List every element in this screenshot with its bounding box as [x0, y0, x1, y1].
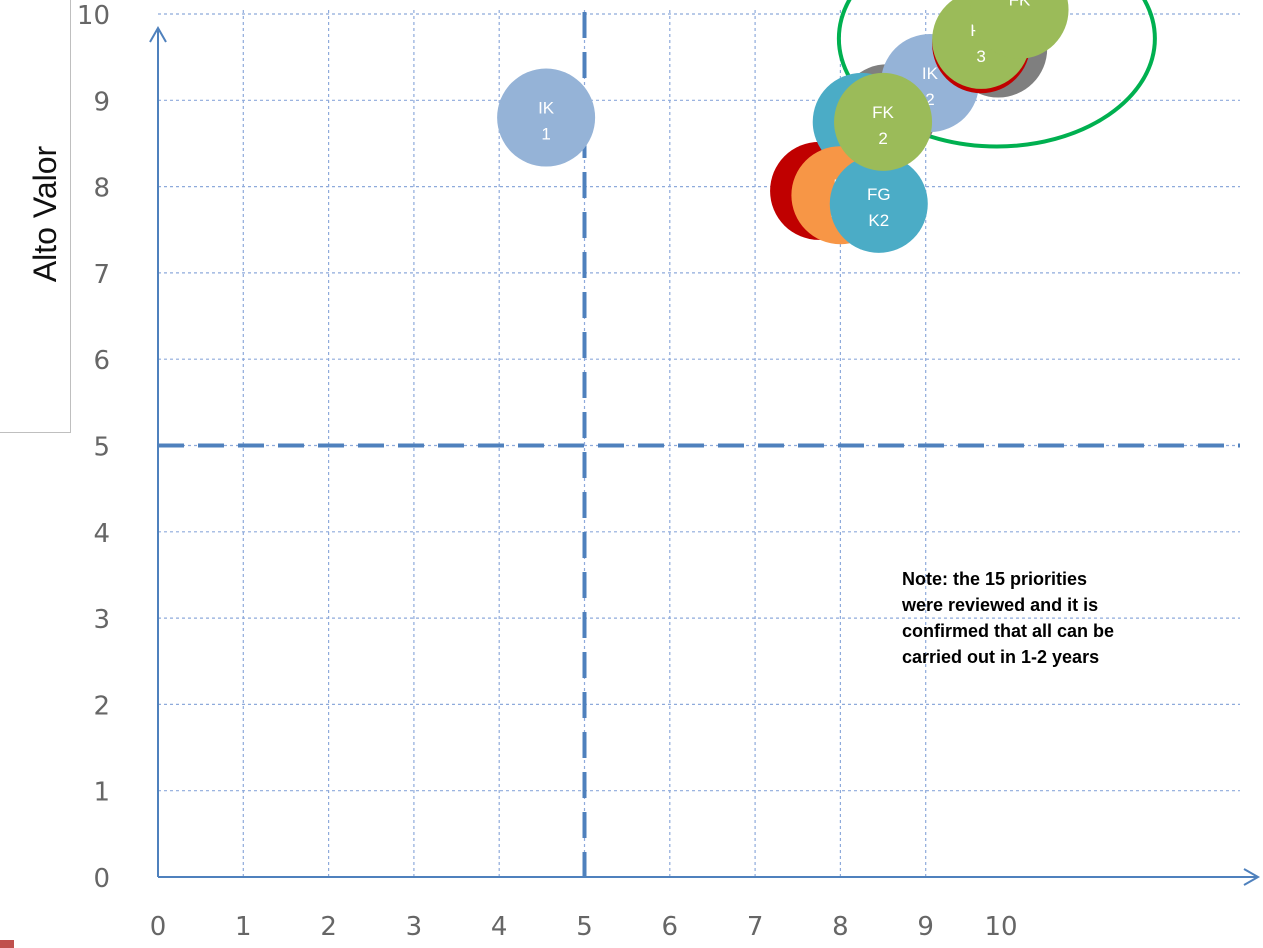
y-tick-label: 10	[77, 1, 110, 31]
y-tick-label: 1	[93, 778, 110, 808]
bubble-label-line1: FK	[872, 103, 894, 122]
x-tick-label: 1	[235, 912, 252, 942]
y-tick-label: 9	[93, 87, 110, 117]
x-tick-label: 5	[576, 912, 593, 942]
threshold-lines	[158, 12, 1240, 877]
y-tick-label: 3	[93, 605, 110, 635]
highlight-ellipse	[836, 0, 1157, 149]
bubble-label-line2: 3	[976, 47, 985, 66]
bubble-label-line2: K2	[868, 211, 889, 230]
bubble-11: FK	[970, 0, 1069, 59]
y-axis-label: Alto Valor	[27, 145, 63, 282]
x-tick-label: 4	[491, 912, 508, 942]
x-tick-label: 6	[662, 912, 679, 942]
x-tick-label: 3	[406, 912, 423, 942]
bubble-circle	[970, 0, 1069, 59]
bubble-label-line1: IK	[922, 64, 939, 83]
bubble-label-line2: 1	[541, 125, 550, 144]
y-tick-label: 2	[93, 691, 110, 721]
y-tick-label: 0	[93, 864, 110, 894]
x-tick-label: 8	[832, 912, 849, 942]
x-tick-label: 2	[320, 912, 337, 942]
bubble-label-line1: FG	[867, 185, 891, 204]
bubble-circle	[834, 72, 933, 171]
x-tick-label: 0	[150, 912, 167, 942]
y-tick-label: 8	[93, 174, 110, 204]
bubble-0: IK 1	[497, 68, 596, 167]
bubble-7: FK 2	[834, 72, 933, 171]
bubble-circle	[497, 68, 596, 167]
bubble-circle	[829, 154, 928, 253]
bubble-label-line1: FK	[1009, 0, 1031, 10]
corner-marker	[0, 940, 14, 948]
bubble-5: FG K2	[829, 154, 928, 253]
axes	[149, 25, 1261, 886]
annotation-note: Note: the 15 priorities were reviewed an…	[902, 569, 1115, 667]
y-tick-label: 4	[93, 519, 110, 549]
y-tick-label: 6	[93, 346, 110, 376]
bubbles: IK1FKMK2FGK2IK2FK2FK3FK	[497, 0, 1157, 253]
y-tick-label: 7	[93, 260, 110, 290]
bubble-label-line2: 2	[878, 129, 887, 148]
axis-label-frame	[0, 0, 71, 433]
tick-labels: 0 1 2 3 4 5 6 7 8 9 10 0 1 2 3 4 5 6 7 8 9 10	[77, 1, 1018, 942]
x-tick-label: 7	[747, 912, 764, 942]
y-tick-label: 5	[93, 433, 110, 463]
bubble-label-line2: 2	[925, 90, 934, 109]
bubble-label-line1: IK	[538, 99, 555, 118]
x-tick-label: 9	[917, 912, 934, 942]
x-tick-label: 10	[984, 912, 1017, 942]
